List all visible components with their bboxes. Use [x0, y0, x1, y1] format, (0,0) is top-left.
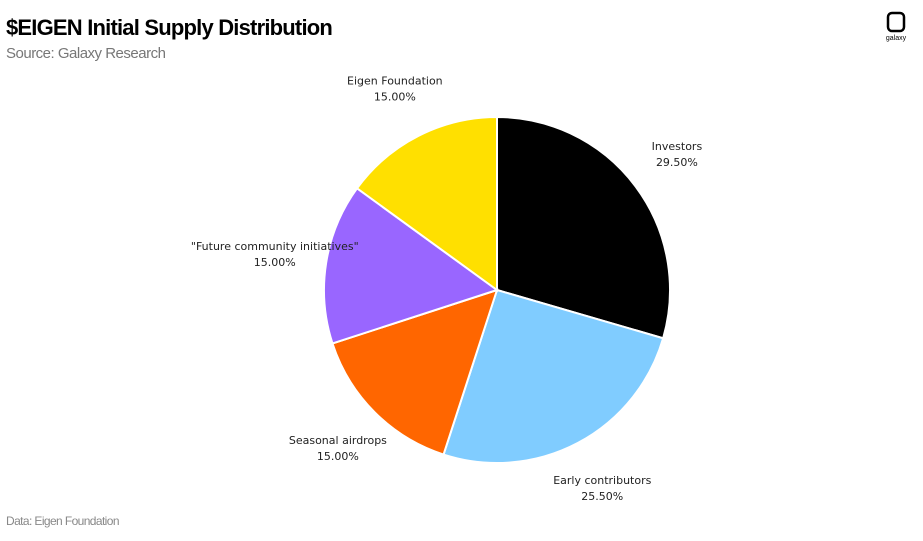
- footnote: Data: Eigen Foundation: [6, 514, 119, 528]
- value-label: 15.00%: [317, 450, 359, 463]
- slice-label: Early contributors: [553, 474, 651, 487]
- pie-slice: [442, 288, 665, 464]
- slice-label: "Future community initiatives": [191, 240, 359, 253]
- chart-title: $EIGEN Initial Supply Distribution: [6, 15, 332, 40]
- slice-label: Seasonal airdrops: [289, 434, 387, 447]
- logo-text: galaxy: [886, 35, 907, 42]
- pie: [323, 115, 671, 464]
- chart-subtitle: Source: Galaxy Research: [6, 45, 166, 62]
- slice-label: Eigen Foundation: [347, 75, 443, 88]
- pie-slice: [496, 115, 671, 340]
- value-label: 29.50%: [656, 156, 698, 169]
- pie-slice: [323, 186, 500, 345]
- slice-label: Investors: [652, 140, 703, 153]
- value-label: 15.00%: [374, 91, 416, 104]
- value-label: 15.00%: [254, 256, 296, 269]
- logo-icon: [886, 11, 906, 33]
- pie-slice: [355, 115, 498, 292]
- value-label: 25.50%: [581, 490, 623, 503]
